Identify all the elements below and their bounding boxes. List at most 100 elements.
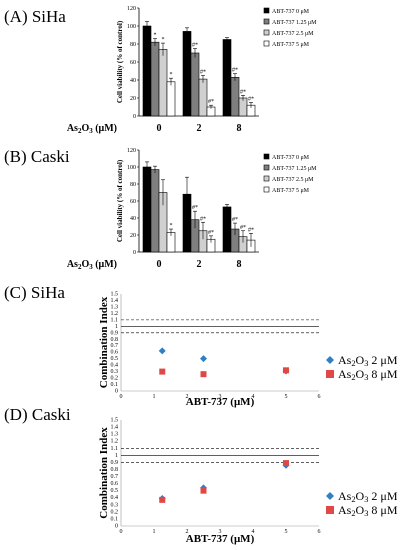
y-tick-label: 0.8 bbox=[111, 337, 119, 343]
significance-mark: * bbox=[170, 72, 173, 78]
y-tick-label: 0.8 bbox=[111, 467, 119, 473]
bar bbox=[222, 206, 232, 253]
data-point-diamond bbox=[158, 347, 166, 355]
y-axis-label: Cell viability (% of control) bbox=[116, 20, 124, 103]
legend-label: As2O3 8 μM bbox=[338, 367, 398, 382]
significance-mark: #* bbox=[200, 70, 206, 76]
y-tick-label: 0.2 bbox=[111, 509, 119, 515]
x-tick-label: 1 bbox=[153, 394, 156, 400]
y-tick-label: 20 bbox=[130, 233, 136, 239]
y-tick-label: 1.1 bbox=[111, 446, 119, 452]
y-tick-label: 1.4 bbox=[111, 298, 119, 304]
category-label: 8 bbox=[237, 123, 242, 134]
legend-marker bbox=[326, 356, 334, 364]
data-point-square bbox=[200, 371, 207, 378]
significance-mark: #* bbox=[192, 43, 198, 49]
y-tick-label: 0.5 bbox=[111, 488, 119, 494]
y-tick-label: 0 bbox=[133, 114, 136, 120]
y-tick-label: 1.3 bbox=[111, 304, 119, 310]
significance-mark: * bbox=[162, 37, 165, 43]
x-tick-label: 4 bbox=[252, 394, 255, 400]
bar bbox=[142, 25, 152, 117]
x-tick-label: 2 bbox=[186, 394, 189, 400]
y-tick-label: 0.6 bbox=[111, 350, 119, 356]
x-axis-label: As2O3 (μM) bbox=[67, 259, 117, 271]
ci-chart-c: 00.10.20.30.40.50.60.70.80.911.11.21.31.… bbox=[98, 292, 334, 408]
data-point-square bbox=[159, 496, 166, 503]
panel-label-d: (D) Caski bbox=[4, 405, 71, 424]
y-tick-label: 60 bbox=[130, 60, 136, 66]
panel-label-b: (B) Caski bbox=[4, 147, 70, 166]
y-tick-label: 100 bbox=[127, 165, 136, 171]
y-tick-label: 0 bbox=[115, 389, 118, 395]
significance-mark: * bbox=[170, 223, 173, 229]
y-tick-label: 1.1 bbox=[111, 317, 119, 323]
y-tick-label: 0.9 bbox=[111, 460, 119, 466]
legend-label: ABT-737 1.25 μM bbox=[272, 166, 317, 172]
data-point-diamond bbox=[200, 355, 207, 363]
y-tick-label: 1.2 bbox=[111, 439, 119, 445]
legend-swatch bbox=[263, 153, 270, 160]
legend-label: ABT-737 2.5 μM bbox=[272, 31, 314, 37]
bar bbox=[198, 78, 208, 117]
y-tick-label: 0.3 bbox=[111, 369, 119, 375]
y-tick-label: 0.1 bbox=[111, 516, 119, 522]
y-tick-label: 1.5 bbox=[111, 418, 119, 424]
y-tick-label: 80 bbox=[130, 42, 136, 48]
y-tick-label: 0.7 bbox=[111, 343, 119, 349]
x-tick-label: 0 bbox=[120, 394, 123, 400]
y-tick-label: 0.9 bbox=[111, 330, 119, 336]
significance-mark: #* bbox=[208, 230, 214, 236]
category-label: 0 bbox=[157, 259, 162, 270]
legend-label: As2O3 2 μM bbox=[338, 353, 398, 368]
x-tick-label: 5 bbox=[285, 529, 288, 535]
significance-mark: #* bbox=[232, 68, 238, 74]
x-tick-label: 3 bbox=[219, 529, 222, 535]
x-tick-label: 6 bbox=[318, 529, 321, 535]
bar bbox=[182, 31, 192, 117]
category-label: 0 bbox=[157, 123, 162, 134]
x-axis-label: As2O3 (μM) bbox=[67, 123, 117, 135]
y-tick-label: 0 bbox=[133, 250, 136, 256]
y-tick-label: 0.1 bbox=[111, 382, 119, 388]
x-tick-label: 0 bbox=[120, 529, 123, 535]
x-axis-label: ABT-737 (μM) bbox=[186, 396, 255, 408]
y-axis-label: Cell viability (% of control) bbox=[116, 159, 124, 242]
y-tick-label: 120 bbox=[127, 148, 136, 154]
y-tick-label: 0.6 bbox=[111, 481, 119, 487]
legend-marker bbox=[326, 506, 334, 514]
significance-mark: * bbox=[154, 33, 157, 39]
y-tick-label: 0.7 bbox=[111, 474, 119, 480]
x-axis-label: ABT-737 (μM) bbox=[186, 533, 255, 545]
legend-marker bbox=[326, 370, 334, 378]
data-point-square bbox=[283, 367, 289, 374]
y-tick-label: 40 bbox=[130, 216, 136, 222]
y-tick-label: 0.4 bbox=[111, 363, 119, 369]
ci-chart-d: 00.10.20.30.40.50.60.70.80.911.11.21.31.… bbox=[98, 418, 334, 545]
legend-swatch bbox=[263, 164, 270, 171]
y-tick-label: 1.3 bbox=[111, 432, 119, 438]
y-tick-label: 0.5 bbox=[111, 356, 119, 362]
y-tick-label: 0 bbox=[115, 524, 118, 530]
legend-label: ABT-737 2.5 μM bbox=[272, 177, 314, 183]
y-tick-label: 60 bbox=[130, 199, 136, 205]
legend-swatch bbox=[263, 175, 270, 182]
legend-label: As2O3 2 μM bbox=[338, 489, 398, 504]
bar bbox=[150, 41, 160, 117]
legend-label: ABT-737 1.25 μM bbox=[272, 20, 317, 26]
legend-swatch bbox=[263, 7, 270, 14]
bar bbox=[222, 39, 232, 117]
y-tick-label: 80 bbox=[130, 182, 136, 188]
category-label: 8 bbox=[237, 259, 242, 270]
y-axis-label: Combination Index bbox=[98, 296, 110, 388]
significance-mark: #* bbox=[200, 216, 206, 222]
data-point-square bbox=[159, 368, 166, 375]
significance-mark: #* bbox=[208, 99, 214, 105]
y-tick-label: 1 bbox=[115, 324, 118, 330]
y-tick-label: 120 bbox=[127, 6, 136, 12]
legend-swatch bbox=[263, 29, 270, 36]
y-tick-label: 20 bbox=[130, 96, 136, 102]
x-tick-label: 6 bbox=[318, 394, 321, 400]
legend-swatch bbox=[263, 186, 270, 193]
